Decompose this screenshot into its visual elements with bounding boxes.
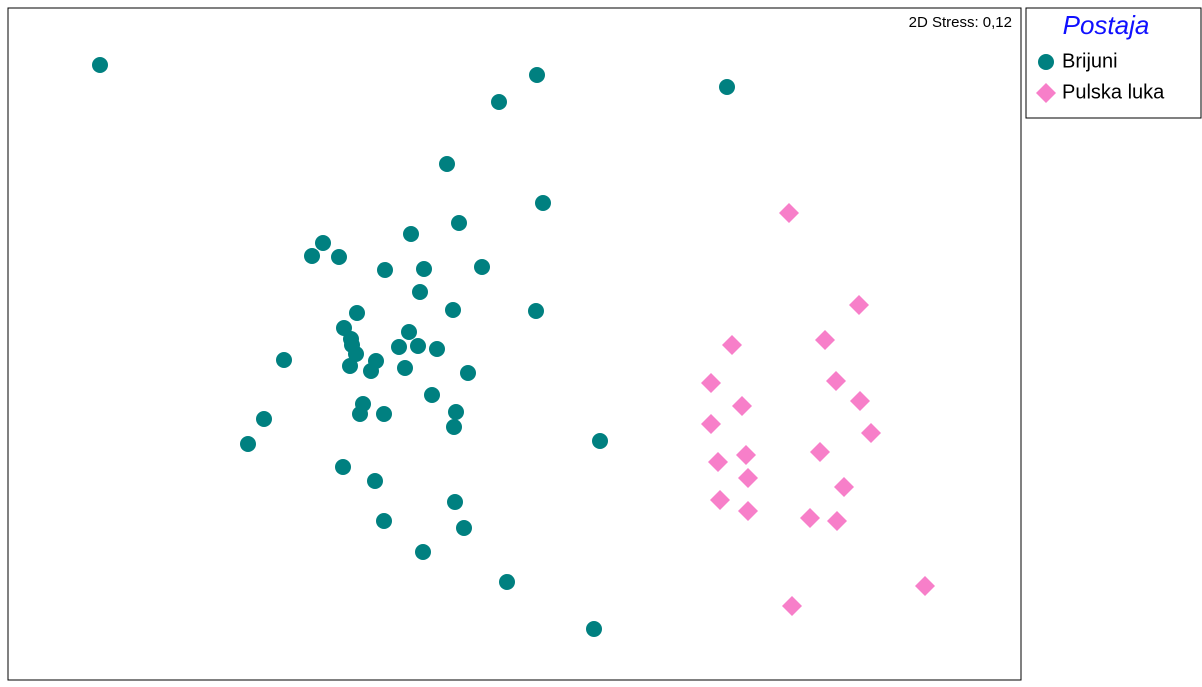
data-point [456,520,472,536]
data-point [446,419,462,435]
data-point [276,352,292,368]
data-point [412,284,428,300]
data-point [403,226,419,242]
data-point [377,262,393,278]
data-point [344,337,360,353]
data-point [474,259,490,275]
data-point [810,442,830,462]
data-point [736,445,756,465]
data-point [391,339,407,355]
data-point [738,501,758,521]
data-point [315,235,331,251]
data-point [363,363,379,379]
data-point [335,459,351,475]
data-point [342,358,358,374]
legend-box [1025,7,1202,119]
data-point [445,302,461,318]
data-point [429,341,445,357]
data-point [304,248,320,264]
data-point [376,406,392,422]
data-point [592,433,608,449]
data-point [349,305,365,321]
data-point [256,411,272,427]
legend-title: Postaja [1063,10,1150,40]
data-point [92,57,108,73]
data-point [397,360,413,376]
data-point [782,596,802,616]
data-point [460,365,476,381]
legend-marker [1036,83,1056,103]
data-point [849,295,869,315]
data-point [850,391,870,411]
legend-label: Pulska luka [1062,81,1165,103]
data-point [701,373,721,393]
data-point [826,371,846,391]
data-point [915,576,935,596]
data-point [416,261,432,277]
data-point [779,203,799,223]
data-point [722,335,742,355]
data-point [800,508,820,528]
data-point [708,452,728,472]
data-point [376,513,392,529]
data-point [424,387,440,403]
data-point [827,511,847,531]
plot-frame [7,7,1022,681]
data-point [331,249,347,265]
data-point [447,494,463,510]
data-point [401,324,417,340]
data-point [415,544,431,560]
data-point [528,303,544,319]
data-point [448,404,464,420]
data-point [491,94,507,110]
data-point [719,79,735,95]
data-point [535,195,551,211]
data-point [586,621,602,637]
data-point [529,67,545,83]
legend-marker [1038,54,1054,70]
data-point [410,338,426,354]
data-point [240,436,256,452]
data-point [439,156,455,172]
data-point [710,490,730,510]
data-point [701,414,721,434]
legend-label: Brijuni [1062,50,1118,72]
data-point [352,406,368,422]
data-point [815,330,835,350]
data-point [861,423,881,443]
data-point [499,574,515,590]
stress-annotation: 2D Stress: 0,12 [909,14,1012,31]
data-point [738,468,758,488]
data-point [834,477,854,497]
data-point [732,396,752,416]
data-point [367,473,383,489]
data-point [451,215,467,231]
